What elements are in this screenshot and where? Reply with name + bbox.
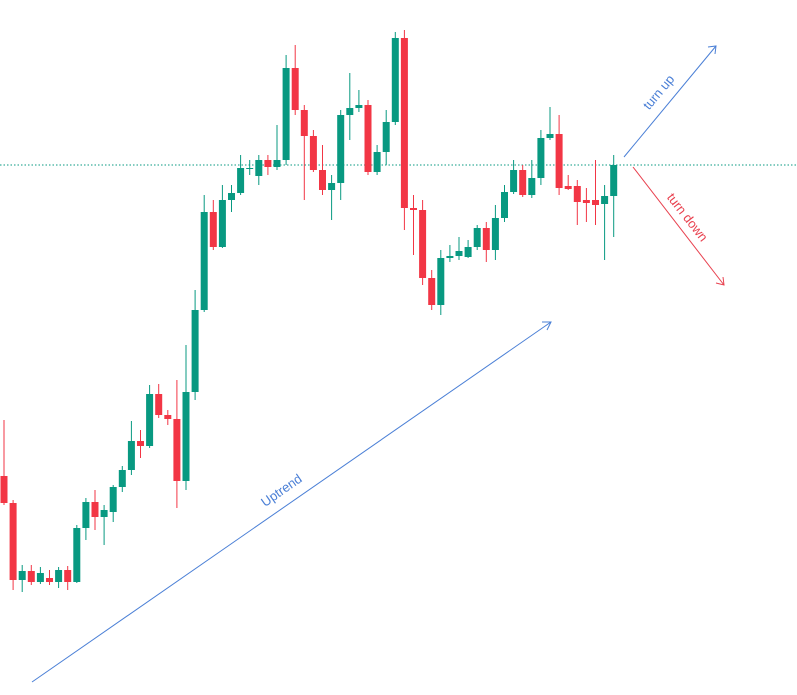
candle-body <box>573 186 581 202</box>
candle-body <box>482 228 490 250</box>
candle-body <box>273 160 281 167</box>
candle-body <box>246 168 254 169</box>
candle-body <box>255 160 263 176</box>
candle-body <box>410 208 417 210</box>
candle-body <box>419 210 427 278</box>
candle-body <box>501 192 508 218</box>
annotation-lines <box>31 45 725 683</box>
candle-body <box>282 68 290 160</box>
candle-body <box>182 392 190 481</box>
candle-body <box>473 228 481 247</box>
candle-body <box>36 573 44 582</box>
candle-body <box>364 105 372 172</box>
candle-body <box>64 570 72 582</box>
candle-body <box>237 168 245 193</box>
candle-body <box>582 200 590 203</box>
candle-body <box>137 441 144 446</box>
turn-down-arrow <box>632 166 725 286</box>
candle-body <box>592 200 599 205</box>
candle-body <box>27 571 35 582</box>
candle-body <box>191 310 199 392</box>
candle-body <box>564 186 572 189</box>
candle-body <box>355 105 363 108</box>
turn-up-arrow <box>623 45 717 158</box>
candle-body <box>491 218 499 250</box>
candle-body <box>528 178 536 195</box>
candle-body <box>319 170 326 190</box>
candle-body <box>337 115 345 183</box>
candle-body <box>328 183 336 190</box>
candle-body <box>546 134 554 138</box>
candle-body <box>173 419 181 481</box>
candle-body <box>100 510 108 517</box>
candle-body <box>264 160 272 167</box>
candle-body <box>400 38 408 208</box>
candle-body <box>0 476 8 503</box>
candle-body <box>164 415 172 419</box>
candle-body <box>446 256 454 258</box>
candle-body <box>228 193 235 200</box>
candle-body <box>46 578 53 582</box>
candle-body <box>382 122 390 152</box>
candle-body <box>519 170 527 195</box>
turn-down-arrow-head <box>715 276 725 286</box>
candle-body <box>391 38 399 122</box>
candle-body <box>9 503 17 580</box>
candle-body <box>127 441 135 470</box>
candle-body <box>300 110 308 136</box>
candle-body <box>91 502 99 517</box>
candle-body <box>118 470 126 487</box>
candle-body <box>610 165 618 196</box>
candle-body <box>200 212 208 310</box>
candle-body <box>373 152 381 172</box>
candle-body <box>218 200 226 247</box>
candle-body <box>601 196 609 204</box>
candle-body <box>346 108 354 115</box>
candle-body <box>464 247 472 257</box>
candle-body <box>55 570 63 582</box>
turn-up-arrow-head <box>707 45 717 55</box>
candle-body <box>18 571 26 580</box>
uptrend-arrow <box>31 321 552 683</box>
candle-body <box>309 136 317 170</box>
candle-body <box>510 170 518 192</box>
candle-body <box>73 528 81 582</box>
candle-body <box>537 138 545 178</box>
annotation-label: Uptrend <box>258 471 304 510</box>
candle-body <box>155 394 163 415</box>
annotation-label: turn up <box>640 72 678 113</box>
candle-body <box>291 68 299 110</box>
candle-body <box>209 212 217 247</box>
candle-body <box>82 502 90 528</box>
candle-body <box>109 487 117 512</box>
candle-body <box>455 251 463 256</box>
uptrend-arrow-head <box>542 321 552 331</box>
candle-body <box>555 134 563 188</box>
candle-body <box>428 278 436 305</box>
candle-body <box>146 394 154 446</box>
candle-body <box>437 258 445 305</box>
